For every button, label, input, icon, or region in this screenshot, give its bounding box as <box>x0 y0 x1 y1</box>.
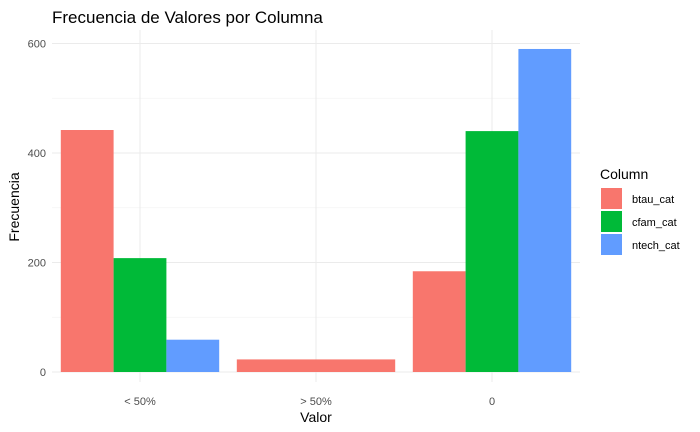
bar-cfam_cat <box>465 131 519 372</box>
bar-ntech_cat <box>166 339 220 372</box>
x-tick-label: < 50% <box>124 396 156 408</box>
y-tick-label: 0 <box>40 367 46 379</box>
y-tick-label: 600 <box>28 39 46 51</box>
legend-title: Column <box>600 166 648 182</box>
bar-btau_cat <box>60 130 114 372</box>
x-tick-label: 0 <box>489 396 495 408</box>
legend-label: ntech_cat <box>632 240 680 252</box>
x-axis-ticks: < 50% > 50% 0 <box>124 396 495 408</box>
y-tick-label: 400 <box>28 148 46 160</box>
legend-label: btau_cat <box>632 194 674 206</box>
legend: Column btau_cat cfam_cat ntech_cat <box>600 166 680 255</box>
x-axis-title: Valor <box>300 409 332 425</box>
legend-swatch-cfam_cat <box>601 211 622 232</box>
legend-swatch-btau_cat <box>601 188 622 209</box>
x-tick-label: > 50% <box>300 396 332 408</box>
bar-btau_cat <box>412 271 466 372</box>
chart-title: Frecuencia de Valores por Columna <box>52 8 323 27</box>
legend-swatch-ntech_cat <box>601 234 622 255</box>
bar-btau_cat <box>236 359 396 372</box>
bar-ntech_cat <box>518 48 572 372</box>
y-tick-label: 200 <box>28 258 46 270</box>
bars <box>60 48 572 372</box>
legend-label: cfam_cat <box>632 217 677 229</box>
y-axis-ticks: 0 200 400 600 <box>28 39 46 380</box>
y-axis-title: Frecuencia <box>6 172 22 241</box>
bar-cfam_cat <box>113 258 167 372</box>
